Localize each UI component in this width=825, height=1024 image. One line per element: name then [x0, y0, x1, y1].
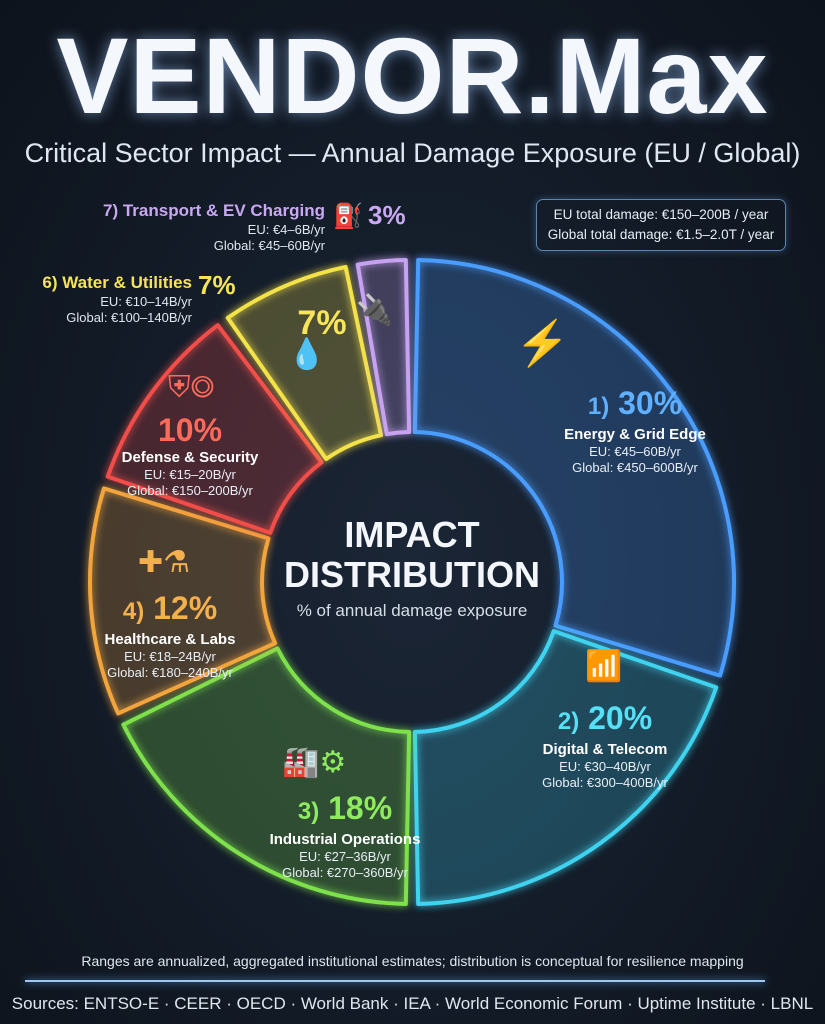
medical-flask-icon: ✚⚗ — [138, 546, 191, 579]
label-digital: 2) 20% Digital & Telecom EU: €30–40B/yr … — [542, 700, 668, 790]
subtitle: Critical Sector Impact — Annual Damage E… — [24, 138, 801, 168]
center-label: IMPACT DISTRIBUTION % of annual damage e… — [262, 515, 562, 621]
label-transport: 7) Transport & EV Charging EU: €4–6B/yr … — [103, 201, 325, 253]
shield-radar-icon: ⛨◎ — [168, 371, 215, 404]
eu-total: EU total damage: €150–200B / year — [553, 207, 769, 222]
donut-segment-industrial-operations — [121, 646, 412, 906]
footnote: Ranges are annualized, aggregated instit… — [81, 953, 744, 969]
label-healthcare: 4) 12% Healthcare & Labs EU: €18–24B/yr … — [104, 590, 236, 680]
app-title: VENDOR.Max — [56, 15, 769, 136]
donut-segment-transport-ev-charging — [355, 258, 412, 437]
ev-charger-icon: ⛽ — [333, 203, 363, 230]
totals-box: EU total damage: €150–200B / year Global… — [536, 199, 786, 251]
transport-pct: 3% — [368, 200, 406, 230]
donut-segment-water-utilities — [225, 264, 384, 461]
center-title-1: IMPACT — [344, 514, 480, 555]
sources: Sources: ENTSO-E · CEER · OECD · World B… — [11, 994, 814, 1013]
water-valve-icon: 💧 — [288, 338, 326, 371]
center-title-2: DISTRIBUTION — [284, 554, 540, 595]
factory-gear-icon: 🏭⚙ — [282, 746, 347, 779]
water-pct: 7% — [198, 270, 236, 300]
ev-charger-icon: 🔌 — [356, 294, 394, 327]
donut-segment-energy-grid-edge — [412, 258, 736, 678]
label-water: 6) Water & Utilities EU: €10–14B/yr Glob… — [42, 273, 192, 325]
cell-tower-server-icon: 📶 — [585, 650, 623, 683]
center-caption: % of annual damage exposure — [296, 601, 528, 620]
divider — [25, 980, 765, 982]
label-industrial: 3) 18% Industrial Operations EU: €27–36B… — [269, 790, 421, 880]
power-pylon-icon: ⚡ — [515, 319, 570, 368]
global-total: Global total damage: €1.5–2.0T / year — [547, 227, 775, 242]
donut-segment-defense-security — [105, 323, 324, 535]
label-defense: 10% Defense & Security EU: €15–20B/yr Gl… — [121, 412, 259, 498]
label-energy: 1) 30% Energy & Grid Edge EU: €45–60B/yr… — [564, 385, 706, 475]
donut-segment-healthcare-labs — [88, 486, 278, 716]
label-water-inner: 7% — [297, 304, 347, 342]
donut-segment-digital-telecom — [412, 629, 719, 906]
